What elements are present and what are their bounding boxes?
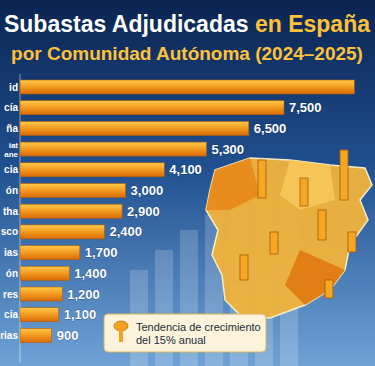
map-column (300, 178, 308, 206)
category-line: res (3, 289, 18, 300)
annotation-line: Tendencia de crecimiento (136, 321, 261, 333)
data-label: 1,700 (85, 245, 118, 260)
bar (20, 308, 59, 322)
title-word: Subastas (4, 11, 106, 37)
category-label: ón (6, 185, 18, 196)
title: Subastas Adjudicadas en España (4, 11, 370, 37)
bar (20, 121, 249, 135)
map-column (258, 160, 266, 198)
annotation: Tendencia de crecimientodel 15% anual (136, 321, 261, 346)
category-label: tha (3, 206, 18, 217)
category-label: cia (4, 164, 18, 175)
bar (20, 225, 104, 239)
bar (20, 163, 164, 177)
title-word: Adjudicadas (106, 11, 248, 37)
title-word: en (249, 11, 282, 37)
map-column (270, 232, 278, 254)
data-label: 5,300 (212, 142, 245, 157)
bar (20, 80, 354, 94)
category-line: ón (6, 185, 18, 196)
map-region (280, 160, 335, 210)
bar (20, 101, 284, 115)
category-label: ias (4, 247, 18, 258)
annotation-icon (114, 321, 128, 331)
category-label: ña (6, 123, 18, 134)
category-line: ane (4, 150, 18, 159)
category-line: cia (4, 164, 18, 175)
category-line: ña (6, 123, 18, 134)
map-column (318, 210, 326, 240)
map-column (240, 255, 248, 280)
category-label: sco (1, 226, 18, 237)
bar (20, 246, 80, 260)
data-label: 2,400 (109, 224, 142, 239)
category-label: id (9, 82, 18, 93)
data-label: 7,500 (289, 100, 322, 115)
category-label: ón (6, 268, 18, 279)
map-region (206, 158, 260, 210)
bar (20, 204, 122, 218)
category-line: id (9, 82, 18, 93)
category-line: iat (9, 141, 19, 150)
bar (20, 184, 126, 198)
subtitle: por Comunidad Autónoma (2024–2025) (11, 43, 363, 64)
category-label: res (3, 289, 18, 300)
category-line: cia (4, 309, 18, 320)
map-column (348, 232, 356, 252)
data-label: 900 (57, 328, 79, 343)
data-label: 1,100 (64, 307, 97, 322)
category-label: iatane (4, 141, 18, 159)
bars (20, 80, 354, 342)
category-line: rias (0, 330, 18, 341)
data-label: 1,200 (67, 287, 100, 302)
bar (20, 266, 69, 280)
title-word: España (282, 11, 370, 37)
bar (20, 328, 52, 342)
data-label: 6,500 (254, 121, 287, 136)
map-column (325, 280, 333, 298)
annotation-icon (119, 330, 123, 342)
chart: Subastas Adjudicadas en España por Comuni… (0, 0, 375, 366)
map-column (340, 150, 348, 200)
category-label: cia (4, 309, 18, 320)
category-label: cía (4, 102, 18, 113)
annotation-box (104, 314, 266, 352)
bar (20, 142, 207, 156)
data-label: 2,900 (127, 204, 160, 219)
category-label: rias (0, 330, 18, 341)
category-line: ias (4, 247, 18, 258)
category-line: tha (3, 206, 18, 217)
bar (20, 287, 62, 301)
data-label: 1,400 (74, 266, 107, 281)
data-label: 3,000 (131, 183, 164, 198)
category-line: ón (6, 268, 18, 279)
category-line: cía (4, 102, 18, 113)
category-line: sco (1, 226, 18, 237)
data-label: 4,100 (169, 162, 202, 177)
annotation-line: del 15% anual (136, 334, 206, 346)
background (0, 0, 375, 366)
map-region (285, 250, 345, 305)
